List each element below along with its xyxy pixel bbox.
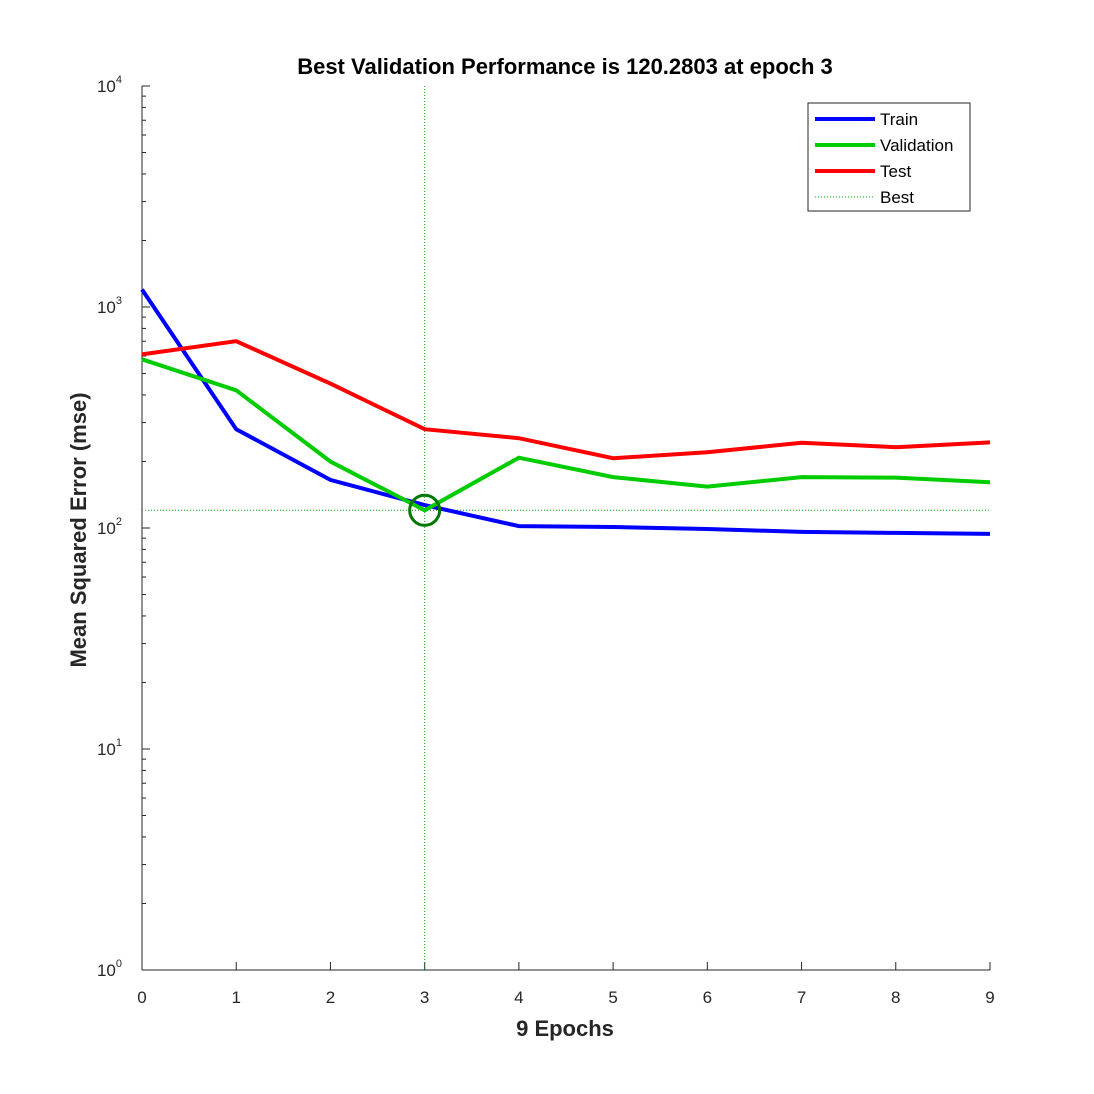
x-tick-label: 0 — [137, 988, 146, 1007]
y-tick-label: 100 — [97, 958, 122, 980]
y-axis-label: Mean Squared Error (mse) — [66, 392, 91, 667]
x-tick-label: 5 — [608, 988, 617, 1007]
legend-label-train: Train — [880, 110, 918, 129]
x-tick-label: 1 — [231, 988, 240, 1007]
legend-label-test: Test — [880, 162, 911, 181]
series-line-test — [141, 339, 991, 461]
legend-label-validation: Validation — [880, 136, 953, 155]
x-tick-label: 4 — [514, 988, 523, 1007]
best-marker — [408, 493, 442, 527]
legend-label-best: Best — [880, 188, 914, 207]
legend: Train Validation Test Best — [807, 102, 971, 212]
y-tick-label: 103 — [97, 295, 122, 317]
y-tick-label: 102 — [97, 516, 122, 538]
series-line-train — [140, 288, 991, 536]
series-line-validation — [141, 357, 991, 513]
x-tick-label: 3 — [420, 988, 429, 1007]
chart-title: Best Validation Performance is 120.2803 … — [297, 54, 833, 79]
x-tick-label: 7 — [797, 988, 806, 1007]
y-tick-label: 101 — [97, 737, 122, 759]
plot-area: 0 1 2 3 4 5 6 7 8 9 100 101 102 103 104 — [97, 74, 995, 1007]
x-tick-label: 2 — [326, 988, 335, 1007]
x-tick-label: 8 — [891, 988, 900, 1007]
x-tick-label: 6 — [703, 988, 712, 1007]
x-axis-label: 9 Epochs — [516, 1016, 614, 1041]
x-tick-label: 9 — [985, 988, 994, 1007]
y-tick-label: 104 — [97, 74, 122, 96]
